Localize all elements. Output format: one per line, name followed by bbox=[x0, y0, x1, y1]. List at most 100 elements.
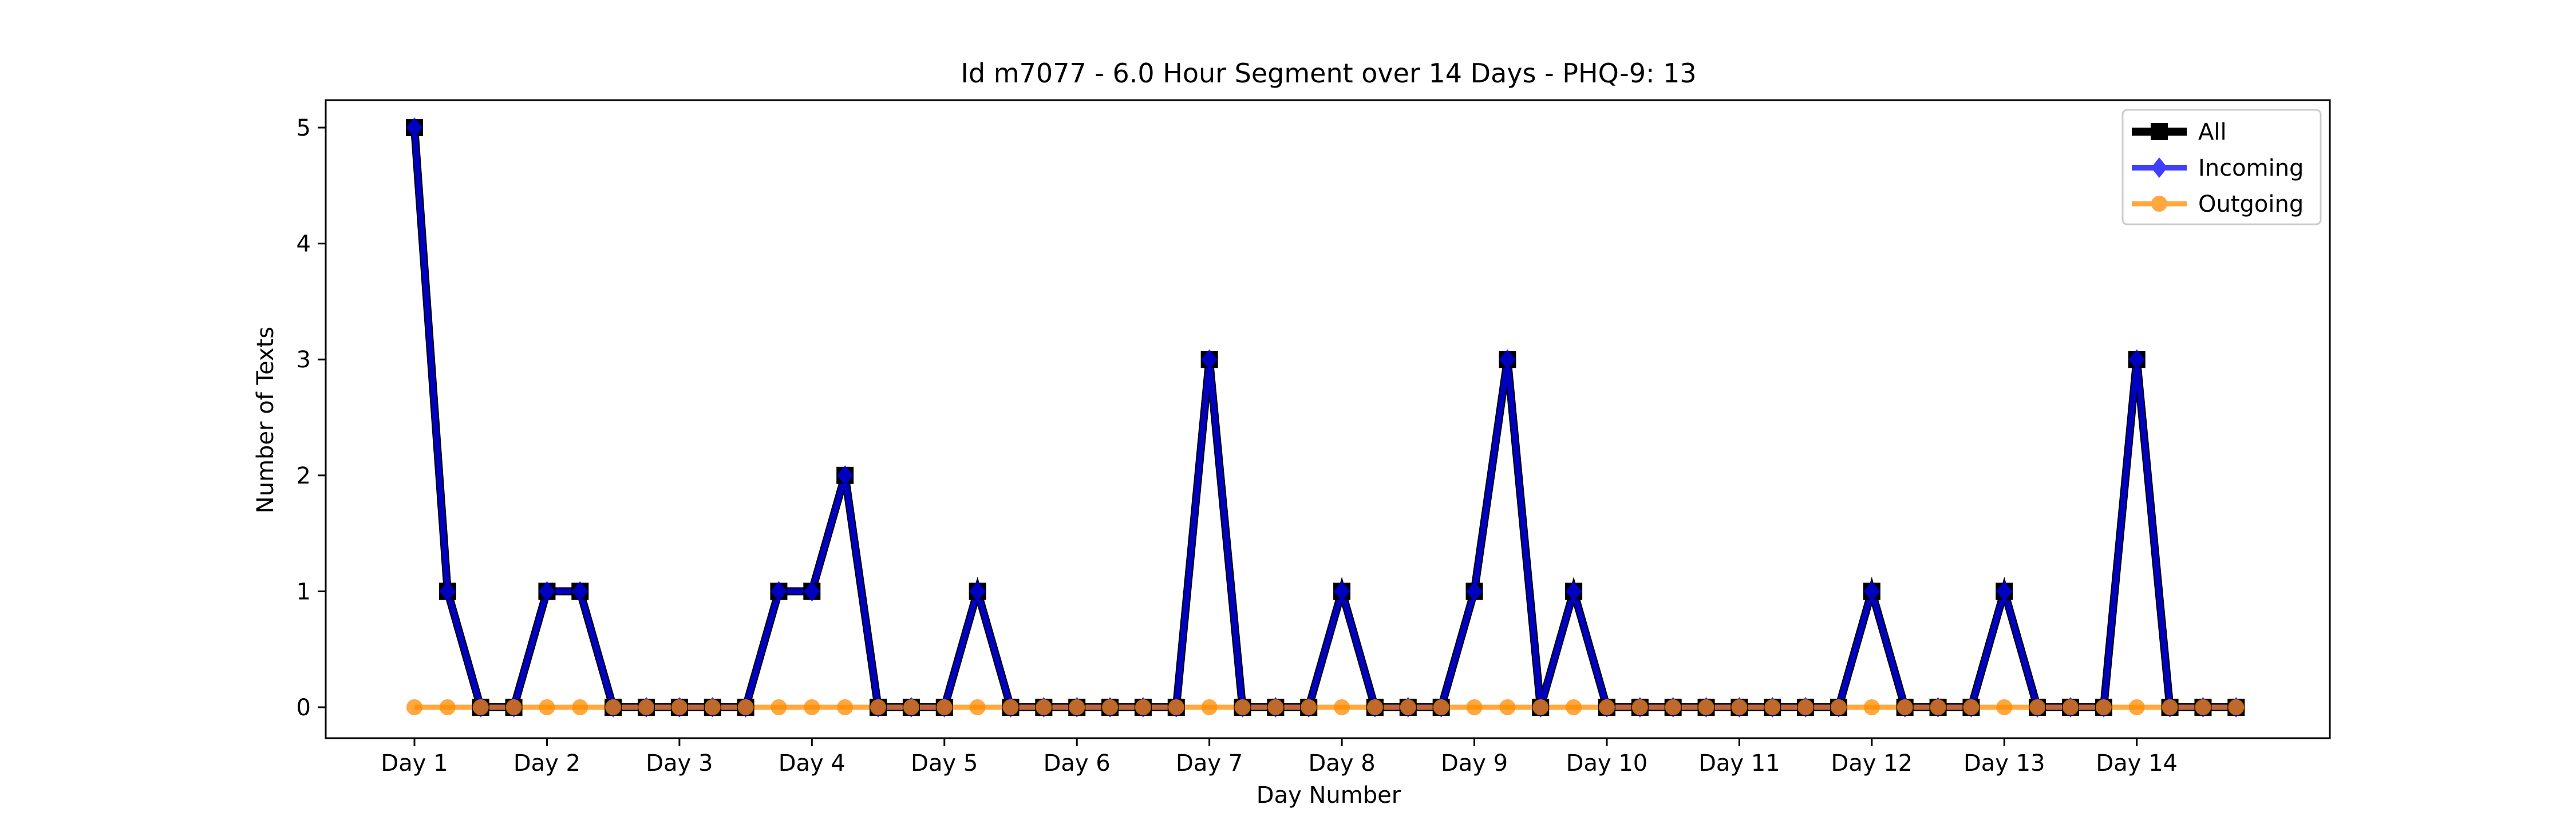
series-line-incoming bbox=[412, 127, 2237, 710]
data-point bbox=[638, 699, 655, 715]
data-point bbox=[1897, 699, 1913, 715]
axis-ticks: 0 1 2 3 4 5 Day 1 Day 2 Day 3 Day 4 Day 5 Day 6 Day … bbox=[297, 115, 2178, 777]
data-point bbox=[1930, 699, 1946, 715]
legend-label: Incoming bbox=[2198, 155, 2304, 181]
x-tick-label: Day 11 bbox=[1698, 750, 1780, 777]
data-point bbox=[2228, 699, 2245, 715]
legend-item: Incoming bbox=[2132, 155, 2304, 181]
data-point bbox=[1499, 349, 1516, 370]
x-axis-label: Day Number bbox=[1257, 782, 1401, 809]
legend-swatch bbox=[2132, 196, 2187, 212]
y-tick-label: 5 bbox=[297, 115, 311, 141]
data-point bbox=[1698, 699, 1714, 715]
data-point bbox=[1301, 699, 1317, 715]
y-axis-label: Number of Texts bbox=[252, 327, 279, 513]
x-tick-label: Day 5 bbox=[911, 750, 978, 777]
data-point bbox=[1598, 699, 1615, 715]
data-point bbox=[704, 699, 721, 715]
data-point bbox=[1334, 699, 1350, 715]
data-point bbox=[439, 581, 456, 602]
data-point bbox=[2063, 699, 2079, 715]
data-point bbox=[2029, 699, 2046, 715]
data-point bbox=[1366, 699, 1383, 715]
data-point bbox=[2195, 699, 2211, 715]
data-point bbox=[1863, 699, 1880, 715]
x-tick-label: Day 2 bbox=[513, 750, 580, 777]
data-point bbox=[771, 699, 787, 715]
data-point bbox=[969, 581, 986, 602]
legend-box bbox=[2121, 109, 2322, 225]
chart-title: Id m7077 - 6.0 Hour Segment over 14 Days… bbox=[961, 58, 1696, 89]
data-point bbox=[804, 699, 820, 715]
data-point bbox=[1201, 349, 1218, 370]
data-point bbox=[1002, 699, 1019, 715]
x-tick-label: Day 4 bbox=[779, 750, 846, 777]
data-point bbox=[1036, 699, 1052, 715]
y-tick-label: 0 bbox=[297, 695, 311, 721]
data-point bbox=[505, 699, 522, 715]
data-point bbox=[1731, 699, 1748, 715]
data-point bbox=[472, 699, 489, 715]
data-point bbox=[870, 699, 887, 715]
data-point bbox=[2128, 699, 2145, 715]
data-point bbox=[1466, 699, 1483, 715]
data-point bbox=[671, 699, 688, 715]
data-point bbox=[1830, 699, 1847, 715]
data-point bbox=[1499, 699, 1516, 715]
series-markers bbox=[406, 117, 2245, 718]
data-point bbox=[836, 465, 854, 486]
series-incoming bbox=[412, 127, 2237, 710]
data-point bbox=[1466, 581, 1483, 602]
data-point bbox=[1631, 699, 1648, 715]
data-point bbox=[1565, 581, 1582, 602]
legend-marker bbox=[2151, 123, 2168, 140]
legend-swatch bbox=[2132, 157, 2187, 178]
data-point bbox=[1400, 699, 1416, 715]
x-tick-label: Day 7 bbox=[1176, 750, 1243, 777]
data-point bbox=[1168, 699, 1184, 715]
y-tick-label: 3 bbox=[297, 347, 311, 373]
series-all bbox=[410, 127, 2237, 711]
data-point bbox=[1532, 699, 1549, 715]
data-point bbox=[1069, 699, 1085, 715]
data-point bbox=[1797, 699, 1814, 715]
series-markers-incoming bbox=[406, 117, 2245, 718]
data-point bbox=[936, 699, 953, 715]
y-tick-label: 4 bbox=[297, 231, 311, 258]
data-point bbox=[1433, 699, 1449, 715]
legend-marker bbox=[2151, 157, 2168, 178]
x-tick-label: Day 6 bbox=[1044, 750, 1111, 777]
legend: All Incoming Outgoing bbox=[2121, 109, 2322, 225]
data-point bbox=[572, 699, 588, 715]
data-point bbox=[1201, 699, 1218, 715]
legend-label: Outgoing bbox=[2198, 191, 2304, 217]
legend-swatch bbox=[2132, 123, 2187, 140]
series-markers-all bbox=[406, 119, 2245, 716]
data-point bbox=[2128, 349, 2146, 370]
legend-item: All bbox=[2132, 119, 2227, 145]
plot-frame bbox=[325, 99, 2331, 739]
data-point bbox=[406, 117, 423, 138]
y-tick-label: 2 bbox=[297, 463, 311, 489]
series-line-all bbox=[410, 127, 2237, 711]
x-tick-label: Day 12 bbox=[1831, 750, 1913, 777]
data-point bbox=[771, 581, 787, 602]
legend-marker bbox=[2151, 196, 2167, 212]
x-tick-label: Day 14 bbox=[2096, 750, 2178, 777]
data-point bbox=[2162, 699, 2178, 715]
data-point bbox=[1996, 581, 2013, 602]
series-lines bbox=[410, 127, 2237, 711]
data-point bbox=[1665, 699, 1681, 715]
data-point bbox=[2095, 699, 2112, 715]
data-point bbox=[903, 699, 919, 715]
data-point bbox=[1764, 699, 1781, 715]
data-point bbox=[1963, 699, 1980, 715]
data-point bbox=[804, 581, 820, 602]
data-point bbox=[572, 581, 588, 602]
data-point bbox=[1863, 581, 1880, 602]
y-tick-label: 1 bbox=[297, 579, 311, 605]
data-point bbox=[969, 699, 986, 715]
x-tick-label: Day 1 bbox=[381, 750, 448, 777]
data-point bbox=[539, 581, 555, 602]
